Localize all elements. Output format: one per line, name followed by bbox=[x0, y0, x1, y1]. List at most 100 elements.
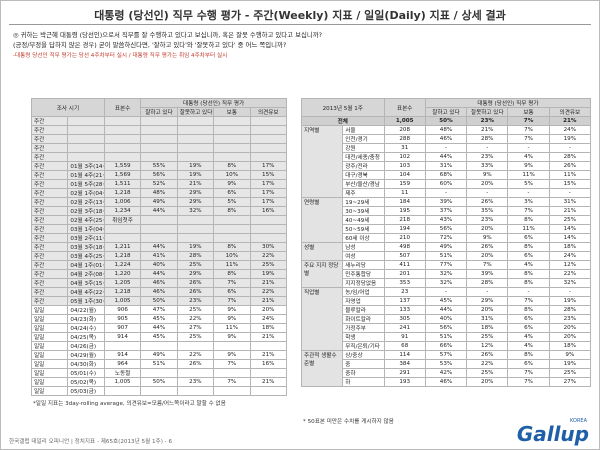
cell: 18% bbox=[249, 323, 288, 333]
cell: 22% bbox=[249, 251, 288, 261]
cell bbox=[140, 152, 178, 162]
cell: 56% bbox=[140, 170, 178, 180]
cell: 28% bbox=[466, 134, 509, 144]
cell: 농/임/어업 bbox=[342, 287, 385, 297]
cell: 50% bbox=[140, 377, 178, 387]
cell: 45% bbox=[424, 296, 468, 306]
table-row: 성별 남성 498 49% 26% 8% 18% bbox=[300, 242, 592, 261]
cell: 주간 bbox=[30, 197, 69, 207]
cell: 화이트칼라 bbox=[342, 314, 385, 324]
group-label: 주요 지지 정당별 bbox=[300, 260, 344, 288]
cell: 32% bbox=[424, 269, 468, 279]
cell: 전체 bbox=[301, 116, 385, 126]
cell: 19% bbox=[548, 359, 592, 369]
cell: 7% bbox=[507, 206, 550, 216]
cell: 주간 bbox=[30, 233, 69, 243]
cell: 353 bbox=[383, 278, 426, 288]
cell: 04월 2주(08~11) bbox=[67, 269, 105, 279]
cell: 23% bbox=[466, 116, 509, 126]
cell: 4% bbox=[507, 260, 550, 270]
cell: 9% bbox=[213, 350, 251, 360]
cell: 7% bbox=[213, 359, 251, 369]
cell bbox=[176, 125, 215, 135]
cell: 7% bbox=[213, 377, 251, 387]
cell: 201 bbox=[383, 269, 426, 279]
cell: 주간 bbox=[30, 134, 69, 144]
logo: Gallup bbox=[516, 422, 589, 446]
cell bbox=[176, 152, 215, 162]
cell: 48% bbox=[140, 188, 178, 198]
table-row: 주간 bbox=[30, 116, 288, 126]
cell: 46% bbox=[140, 278, 178, 288]
cell: 914 bbox=[103, 332, 142, 342]
cell: 241 bbox=[383, 323, 426, 333]
header-cell: 대통령 (당선인) 직무 평가 bbox=[140, 98, 287, 108]
table-row: 부산/울산/경남 159 60% 20% 5% 15% bbox=[302, 179, 592, 189]
table-row: 일일 05/02(목) 1,005 50% 23% 7% 21% bbox=[30, 377, 288, 387]
cell: 21% bbox=[249, 350, 288, 360]
cell: 주간 bbox=[30, 116, 69, 126]
header-cell: 잘못하고 있다 bbox=[176, 107, 215, 117]
cell: 6% bbox=[507, 233, 550, 243]
cell: 49% bbox=[424, 242, 468, 252]
cell: 하 bbox=[342, 377, 385, 387]
cell: 21% bbox=[249, 332, 288, 342]
cell: 일일 bbox=[30, 359, 69, 369]
cell bbox=[249, 224, 288, 234]
cell: 27% bbox=[176, 323, 215, 333]
cell: 29% bbox=[466, 296, 509, 306]
cell: - bbox=[548, 188, 592, 198]
cell: 17% bbox=[249, 197, 288, 207]
header-cell: 보통 bbox=[507, 107, 550, 117]
cell bbox=[249, 386, 288, 396]
table-row: 자영업 137 45% 29% 7% 19% bbox=[302, 296, 592, 306]
cell bbox=[249, 125, 288, 135]
cell: 01월 4주(21~25) bbox=[67, 170, 105, 180]
cell: 40% bbox=[140, 260, 178, 270]
cell: 5% bbox=[507, 179, 550, 189]
cell: 45% bbox=[140, 332, 178, 342]
cell: 일일 bbox=[30, 386, 69, 396]
cell: 주간 bbox=[30, 287, 69, 297]
cell: 주간 bbox=[30, 296, 69, 306]
cell: 53% bbox=[424, 359, 468, 369]
cell: 04/24(수) bbox=[67, 323, 105, 333]
cell: 48% bbox=[424, 125, 468, 135]
cell: 1,005 bbox=[103, 296, 142, 306]
group-label: 직업별 bbox=[300, 287, 344, 351]
cell: 19% bbox=[548, 296, 592, 306]
cell: 14% bbox=[548, 224, 592, 234]
logo-sub: KOREA bbox=[570, 418, 587, 424]
cell bbox=[67, 143, 105, 153]
cell: 9% bbox=[213, 332, 251, 342]
cell: 8% bbox=[507, 242, 550, 252]
cell bbox=[67, 152, 105, 162]
cell: 23% bbox=[548, 314, 592, 324]
cell: 04/22(월) bbox=[67, 305, 105, 315]
cell: 1,218 bbox=[103, 251, 142, 261]
cell bbox=[140, 143, 178, 153]
cell: 24% bbox=[548, 125, 592, 135]
cell bbox=[176, 368, 215, 378]
cell: - bbox=[424, 188, 468, 198]
cell: 49% bbox=[140, 350, 178, 360]
cell: 8% bbox=[213, 206, 251, 216]
cell: 3% bbox=[507, 197, 550, 207]
cell: 25% bbox=[466, 332, 509, 342]
cell: - bbox=[548, 143, 592, 153]
cell bbox=[176, 215, 215, 225]
table-row: 인천/경기 288 46% 28% 7% 19% bbox=[302, 134, 592, 144]
cell: 907 bbox=[103, 323, 142, 333]
cell: 중 bbox=[342, 359, 385, 369]
cell: 24% bbox=[548, 251, 592, 261]
cell: 11% bbox=[507, 170, 550, 180]
cell: 60% bbox=[424, 179, 468, 189]
cell: 1,511 bbox=[103, 179, 142, 189]
cell bbox=[249, 134, 288, 144]
cell: 46% bbox=[424, 134, 468, 144]
header-cell: 조사 시기 bbox=[31, 98, 105, 117]
